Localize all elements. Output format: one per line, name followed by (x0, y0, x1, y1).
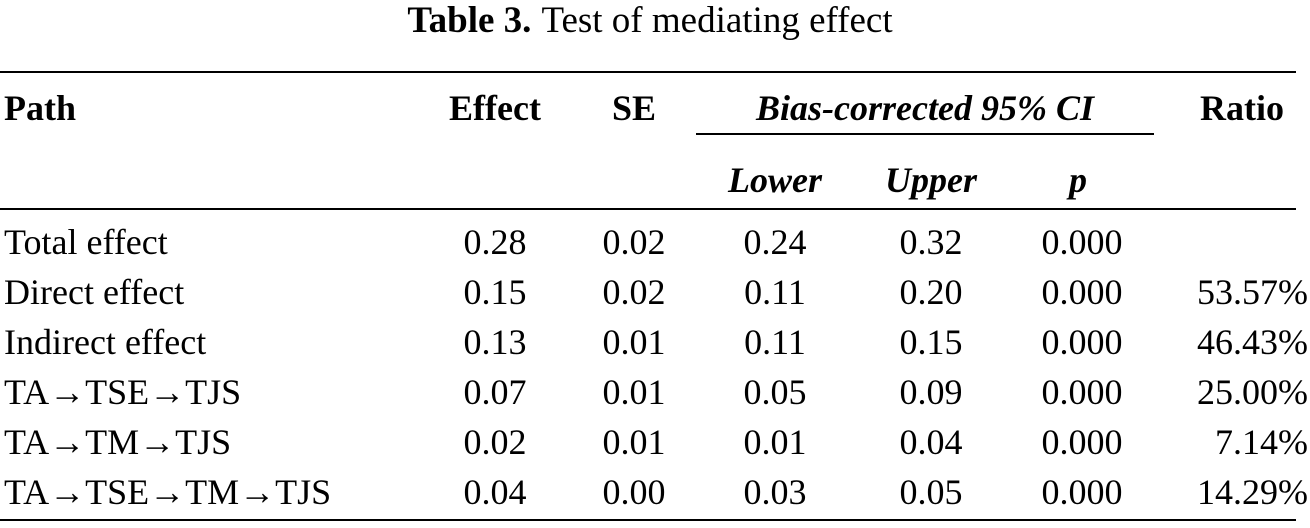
cell-upper: 0.15 (899, 322, 963, 362)
cell-lower: 0.11 (744, 322, 806, 362)
cell-effect: 0.07 (463, 372, 527, 412)
header-path: Path (4, 88, 76, 128)
cell-upper: 0.20 (899, 272, 963, 312)
cell-ratio: 7.14% (1215, 422, 1308, 462)
cell-effect: 0.15 (463, 272, 527, 312)
cell-path: Indirect effect (4, 322, 207, 362)
cell-upper: 0.05 (899, 472, 963, 512)
table-caption: Table 3. Test of mediating effect (0, 0, 1300, 42)
cell-upper: 0.09 (899, 372, 963, 412)
cell-se: 0.02 (602, 272, 666, 312)
cell-lower: 0.24 (743, 222, 807, 262)
cell-ratio: 25.00% (1197, 372, 1308, 412)
cell-se: 0.01 (602, 422, 666, 462)
cell-effect: 0.02 (463, 422, 527, 462)
cell-path: Direct effect (4, 272, 185, 312)
header-ratio: Ratio (1200, 88, 1284, 128)
cell-p: 0.000 (1041, 222, 1123, 262)
ci-group-rule (696, 133, 1154, 135)
header-se: SE (611, 88, 657, 128)
header-ci-group: Bias-corrected 95% CI (756, 88, 1094, 128)
header-p: p (1069, 160, 1087, 200)
header-lower: Lower (728, 160, 822, 200)
cell-lower: 0.05 (743, 372, 807, 412)
cell-upper: 0.04 (899, 422, 963, 462)
table-caption-title: Test of mediating effect (541, 0, 893, 41)
cell-path: TA→TM→TJS (4, 422, 232, 462)
cell-p: 0.000 (1041, 472, 1123, 512)
cell-p: 0.000 (1041, 372, 1123, 412)
header-effect: Effect (449, 88, 541, 128)
cell-path: TA→TSE→TM→TJS (4, 472, 332, 512)
cell-path: TA→TSE→TJS (4, 372, 242, 412)
cell-ratio: 14.29% (1197, 472, 1308, 512)
cell-lower: 0.03 (743, 472, 807, 512)
cell-ratio: 53.57% (1197, 272, 1308, 312)
table-caption-label: Table 3. (407, 0, 532, 41)
cell-se: 0.00 (602, 472, 666, 512)
cell-path: Total effect (4, 222, 168, 262)
cell-se: 0.02 (602, 222, 666, 262)
cell-effect: 0.28 (463, 222, 527, 262)
cell-effect: 0.13 (463, 322, 527, 362)
cell-p: 0.000 (1041, 322, 1123, 362)
table-header-rule (0, 208, 1296, 210)
table-top-rule (0, 71, 1296, 73)
cell-se: 0.01 (602, 372, 666, 412)
cell-effect: 0.04 (463, 472, 527, 512)
header-upper: Upper (885, 160, 977, 200)
cell-p: 0.000 (1041, 422, 1123, 462)
cell-ratio: 46.43% (1197, 322, 1308, 362)
cell-lower: 0.11 (744, 272, 806, 312)
table-bottom-rule (0, 519, 1296, 521)
cell-se: 0.01 (602, 322, 666, 362)
cell-upper: 0.32 (899, 222, 963, 262)
cell-p: 0.000 (1041, 272, 1123, 312)
cell-lower: 0.01 (743, 422, 807, 462)
